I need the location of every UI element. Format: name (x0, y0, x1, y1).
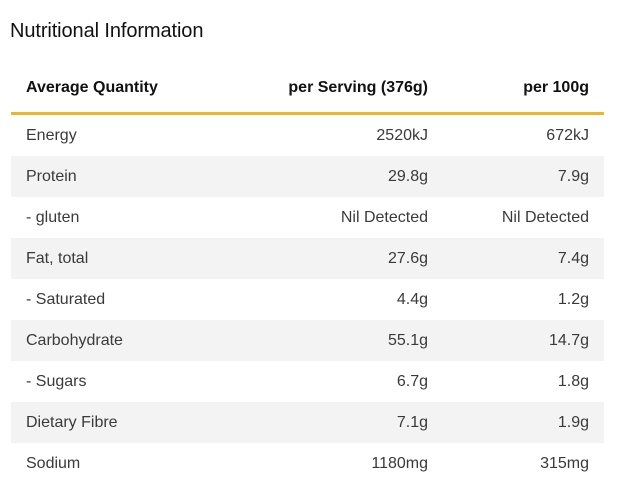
per-serving-value: 6.7g (396, 372, 428, 390)
per-serving-value: 7.1g (396, 413, 428, 431)
column-header-per-serving: per Serving (376g) (288, 79, 428, 96)
per-serving-value: 4.4g (396, 290, 428, 308)
table-row: Fat, total 27.6g 7.4g (11, 238, 604, 279)
per-100g-value: 1.9g (557, 413, 589, 431)
per-100g-value: 7.9g (557, 167, 589, 185)
per-100g-value: 672kJ (546, 126, 589, 144)
table-row: - Sugars 6.7g 1.8g (11, 361, 604, 402)
per-serving-value: Nil Detected (340, 208, 428, 226)
nutrient-name: Fat, total (26, 249, 89, 267)
nutrition-table: Average Quantity per Serving (376g) per … (11, 64, 604, 484)
nutrient-name: - Saturated (26, 290, 106, 308)
page-title: Nutritional Information (10, 20, 204, 42)
per-100g-value: 315mg (540, 454, 589, 472)
nutrient-name: Protein (26, 167, 77, 185)
nutrient-name: - gluten (26, 208, 80, 226)
table-row: Carbohydrate 55.1g 14.7g (11, 320, 604, 361)
column-header-quantity: Average Quantity (26, 79, 158, 96)
table-row: Protein 29.8g 7.9g (11, 156, 604, 197)
nutrient-name: - Sugars (26, 372, 87, 390)
nutrient-name: Energy (26, 126, 77, 144)
per-100g-value: 7.4g (557, 249, 589, 267)
nutrient-name: Carbohydrate (26, 331, 123, 349)
nutrient-name: Dietary Fibre (26, 413, 118, 431)
table-row: - Saturated 4.4g 1.2g (11, 279, 604, 320)
nutrient-name: Sodium (26, 454, 81, 472)
per-100g-value: 1.2g (557, 290, 589, 308)
per-serving-value: 55.1g (387, 331, 428, 349)
table-row: - gluten Nil Detected Nil Detected (11, 197, 604, 238)
table-row: Energy 2520kJ 672kJ (11, 115, 604, 156)
table-row: Sodium 1180mg 315mg (11, 443, 604, 484)
per-serving-value: 2520kJ (376, 126, 428, 144)
per-serving-value: 27.6g (387, 249, 428, 267)
table-row: Dietary Fibre 7.1g 1.9g (11, 402, 604, 443)
per-100g-value: 1.8g (557, 372, 589, 390)
per-100g-value: 14.7g (548, 331, 589, 349)
table-header: Average Quantity per Serving (376g) per … (11, 64, 604, 115)
per-serving-value: 1180mg (371, 454, 428, 472)
column-header-per-100g: per 100g (523, 79, 589, 96)
per-serving-value: 29.8g (387, 167, 428, 185)
per-100g-value: Nil Detected (501, 208, 589, 226)
